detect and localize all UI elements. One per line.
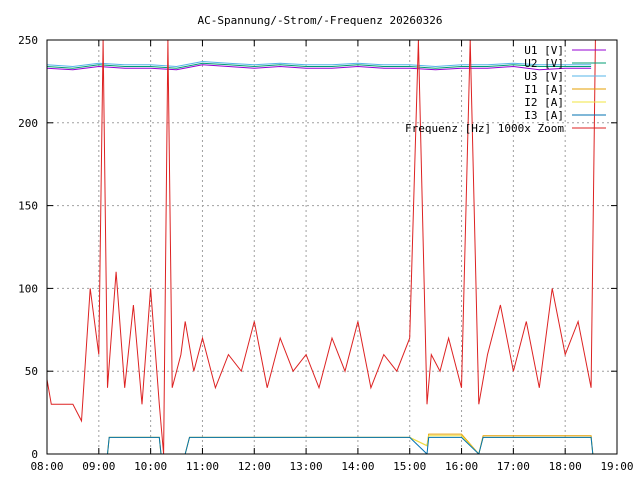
grid xyxy=(47,40,617,454)
x-tick-label: 15:00 xyxy=(393,460,426,473)
y-tick-label: 50 xyxy=(25,365,38,378)
series-line xyxy=(47,60,592,68)
x-tick-label: 16:00 xyxy=(445,460,478,473)
series-lines xyxy=(47,40,617,454)
legend: U1 [V]U2 [V]U3 [V]I1 [A]I2 [A]I3 [A]Freq… xyxy=(405,44,606,135)
legend-label: I3 [A] xyxy=(524,109,564,122)
series-line xyxy=(47,436,617,454)
y-tick-label: 100 xyxy=(18,282,38,295)
y-tick-label: 200 xyxy=(18,117,38,130)
x-tick-label: 17:00 xyxy=(497,460,530,473)
x-tick-label: 14:00 xyxy=(341,460,374,473)
x-tick-label: 11:00 xyxy=(186,460,219,473)
legend-label: U1 [V] xyxy=(524,44,564,57)
legend-label: Frequenz [Hz] 1000x Zoom xyxy=(405,122,564,135)
x-tick-label: 18:00 xyxy=(549,460,582,473)
x-tick-label: 09:00 xyxy=(82,460,115,473)
y-tick-label: 150 xyxy=(18,200,38,213)
legend-label: U2 [V] xyxy=(524,57,564,70)
legend-label: I1 [A] xyxy=(524,83,564,96)
x-tick-label: 12:00 xyxy=(238,460,271,473)
x-tick-label: 19:00 xyxy=(600,460,633,473)
legend-label: I2 [A] xyxy=(524,96,564,109)
series-line xyxy=(47,40,596,454)
x-tick-label: 13:00 xyxy=(290,460,323,473)
plot-frame xyxy=(46,39,618,455)
y-tick-label: 0 xyxy=(31,448,38,461)
chart-title: AC-Spannung/-Strom/-Frequenz 20260326 xyxy=(197,14,442,27)
series-line xyxy=(47,435,617,454)
x-tick-label: 08:00 xyxy=(30,460,63,473)
legend-label: U3 [V] xyxy=(524,70,564,83)
axes: 0 50 100 150 200 250 08:00 09:00 10:00 11:00 12:00… xyxy=(18,34,633,473)
series-line xyxy=(47,62,592,69)
series-line xyxy=(47,64,592,71)
y-tick-label: 250 xyxy=(18,34,38,47)
x-tick-label: 10:00 xyxy=(134,460,167,473)
